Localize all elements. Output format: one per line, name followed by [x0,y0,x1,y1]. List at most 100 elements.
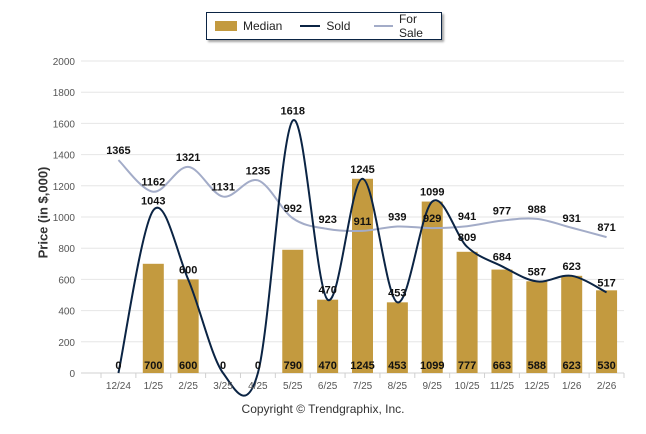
median-value-label: 1245 [350,360,374,372]
median-bar [421,201,443,373]
median-value-label: 600 [179,360,197,372]
sold-value-label: 623 [563,261,581,273]
x-tick-label: 12/25 [524,381,549,392]
sold-value-label: 453 [388,287,406,299]
for-sale-value-label: 871 [597,222,615,234]
sold-value-label: 1618 [281,106,305,118]
for-sale-value-label: 1162 [141,177,165,189]
x-tick-label: 1/25 [144,381,164,392]
sold-value-label: 1043 [141,195,165,207]
y-tick-label: 0 [69,369,75,380]
median-bar [596,290,618,373]
x-tick-label: 6/25 [318,381,338,392]
median-bar [491,269,513,373]
series-lines [117,119,608,397]
median-bar [456,251,478,373]
x-tick-labels: 12/24 1/25 2/25 3/25 4/25 5/25 6/25 7/25 8/25 9/2… [106,381,617,392]
sold-value-label: 600 [179,264,197,276]
x-tick-label: 4/25 [248,381,268,392]
median-bar [142,263,164,373]
for-sale-line [117,159,607,239]
median-value-label: 623 [563,360,581,372]
sold-value-label: 809 [458,232,476,244]
x-tick-label: 1/26 [562,381,582,392]
legend-label-for-sale: For Sale [398,12,423,40]
for-sale-value-label: 941 [458,211,476,223]
median-bar [386,302,408,373]
data-labels: 0 700 600 0 0 790 470 1245 453 1099 777 663 588 623 53… [106,106,616,372]
median-value-label: 0 [115,360,121,372]
median-value-label: 1099 [420,360,444,372]
x-tick-label: 3/25 [213,381,233,392]
for-sale-value-label: 931 [563,213,581,225]
for-sale-swatch [374,25,393,27]
median-bar [352,178,373,373]
sold-value-label: 684 [493,251,512,263]
median-bar [177,279,199,373]
copyright: Copyright © Trendgraphix, Inc. [241,402,405,416]
y-tick-label: 2000 [53,57,76,68]
median-value-label: 588 [528,360,546,372]
y-tick-label: 1800 [53,88,76,99]
x-tick-label: 12/24 [106,381,131,392]
x-tick-label: 11/25 [490,381,515,392]
y-tick-labels: 0 200 400 600 800 1000 1200 1400 1600 1800 2000 [53,57,76,380]
median-bar [526,281,548,373]
y-axis-label: Price (in $,000) [35,166,51,259]
for-sale-value-label: 1235 [246,165,270,177]
median-value-label: 700 [144,360,162,372]
y-tick-label: 1400 [53,151,76,162]
median-value-label: 530 [597,360,615,372]
y-tick-label: 1000 [53,213,76,224]
y-tick-label: 600 [58,275,75,286]
sold-value-label: 517 [597,277,615,289]
for-sale-value-label: 923 [318,214,336,226]
sold-value-label: 587 [528,266,546,278]
legend-label-sold: Sold [326,19,351,33]
sold-line [117,119,608,397]
x-tick-label: 9/25 [422,381,442,392]
for-sale-value-label: 1131 [211,182,235,194]
y-tick-label: 1200 [53,182,76,193]
x-tick-label: 10/25 [455,381,480,392]
median-value-label: 0 [255,360,261,372]
median-swatch [215,21,237,31]
y-tick-label: 200 [58,338,75,349]
for-sale-value-label: 1365 [106,145,130,157]
x-tick-label: 8/25 [388,381,408,392]
median-value-label: 790 [284,360,302,372]
legend-label-median: Median [243,19,283,33]
sold-value-label: 1245 [350,164,374,176]
median-bars [142,178,618,373]
for-sale-value-label: 988 [528,204,546,216]
for-sale-value-label: 911 [354,216,372,228]
median-value-label: 663 [493,360,511,372]
y-tick-label: 1600 [53,119,76,130]
sold-value-label: 470 [318,285,336,297]
for-sale-value-label: 1321 [176,152,200,164]
median-value-label: 453 [388,360,406,372]
median-value-label: 777 [458,360,476,372]
x-tick-label: 5/25 [283,381,303,392]
x-tick-label: 2/25 [178,381,198,392]
for-sale-value-label: 929 [423,213,441,225]
y-tick-label: 400 [58,307,75,318]
x-tick-label: 2/26 [597,381,617,392]
for-sale-value-label: 992 [284,203,302,215]
x-tick-label: 7/25 [353,381,373,392]
legend: Median Sold For Sale [206,12,442,40]
sold-value-label: 1099 [420,187,444,199]
for-sale-value-label: 939 [388,212,406,224]
legend-item-median[interactable]: Median [215,19,282,33]
for-sale-value-label: 977 [493,206,511,218]
median-bar [317,299,339,373]
median-value-label: 470 [318,360,336,372]
y-tick-label: 800 [58,244,75,255]
legend-item-sold[interactable]: Sold [290,19,350,33]
median-value-label: 0 [220,360,226,372]
median-bar [282,249,304,373]
sold-swatch [300,25,321,27]
median-bar [561,275,583,373]
legend-item-for-sale[interactable]: For Sale [358,12,441,40]
